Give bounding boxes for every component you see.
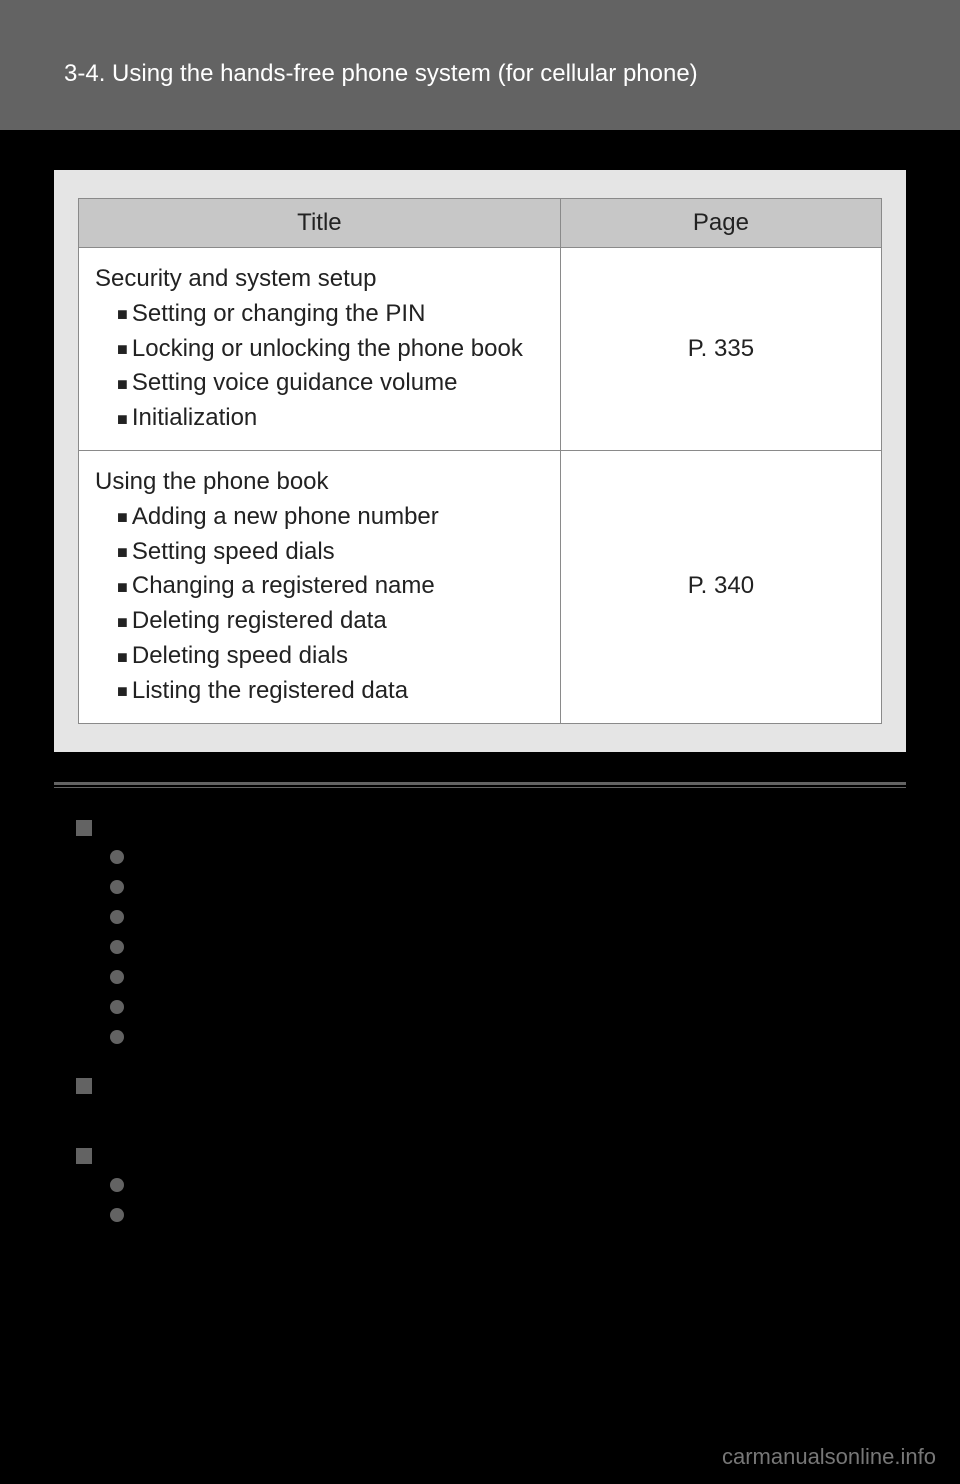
table-row: Using the phone book ■Adding a new phone… <box>79 450 882 723</box>
header-section-label: 3-4. Using the hands-free phone system (… <box>64 60 960 88</box>
th-title: Title <box>79 199 561 248</box>
info-section <box>76 1144 884 1222</box>
row-item: Adding a new phone number <box>132 503 439 530</box>
round-bullet-icon <box>110 850 124 864</box>
row-item: Deleting speed dials <box>132 642 348 669</box>
round-bullet-icon <box>110 1030 124 1044</box>
square-bullet-icon <box>76 1148 92 1164</box>
contents-table: Title Page Security and system setup ■Se… <box>78 198 882 724</box>
cell-page: P. 340 <box>560 450 881 723</box>
round-bullet-icon <box>110 1000 124 1014</box>
row-title: Security and system setup <box>95 265 376 292</box>
table-container: Title Page Security and system setup ■Se… <box>54 170 906 752</box>
square-bullet-icon <box>76 820 92 836</box>
page-header: 3-4. Using the hands-free phone system (… <box>0 0 960 130</box>
section-divider <box>54 782 906 788</box>
row-title: Using the phone book <box>95 468 329 495</box>
square-bullet-icon <box>76 1078 92 1094</box>
round-bullet-icon <box>110 1208 124 1222</box>
round-bullet-icon <box>110 880 124 894</box>
row-item: Listing the registered data <box>132 677 408 704</box>
row-item: Setting or changing the PIN <box>132 300 426 327</box>
cell-title: Using the phone book ■Adding a new phone… <box>79 450 561 723</box>
watermark-text: carmanualsonline.info <box>722 1444 936 1470</box>
row-item: Setting voice guidance volume <box>132 369 458 396</box>
round-bullet-icon <box>110 970 124 984</box>
cell-page: P. 335 <box>560 248 881 451</box>
round-bullet-icon <box>110 940 124 954</box>
cell-title: Security and system setup ■Setting or ch… <box>79 248 561 451</box>
round-bullet-icon <box>110 1178 124 1192</box>
row-item: Setting speed dials <box>132 538 335 565</box>
row-item: Deleting registered data <box>132 607 387 634</box>
round-bullet-icon <box>110 910 124 924</box>
info-section <box>76 816 884 1044</box>
row-item: Changing a registered name <box>132 572 435 599</box>
table-row: Security and system setup ■Setting or ch… <box>79 248 882 451</box>
info-section <box>76 1074 884 1094</box>
row-item: Locking or unlocking the phone book <box>132 335 523 362</box>
th-page: Page <box>560 199 881 248</box>
row-item: Initialization <box>132 404 257 431</box>
lower-content <box>76 816 884 1222</box>
